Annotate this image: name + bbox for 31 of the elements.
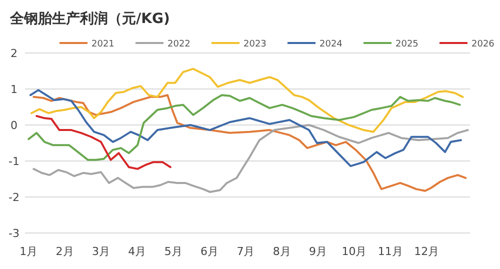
x-tick-label: 2月 (56, 245, 74, 258)
x-tick-label: 10月 (342, 245, 367, 258)
x-tick-label: 3月 (92, 245, 110, 258)
x-tick-label: 12月 (414, 245, 440, 258)
x-tick-label: 5月 (164, 245, 182, 258)
y-tick-label: -2 (8, 191, 20, 204)
y-tick-label: -3 (8, 227, 20, 240)
x-tick-label: 8月 (272, 245, 291, 258)
x-tick-label: 9月 (309, 245, 328, 258)
y-tick-label: 1 (10, 83, 18, 96)
x-tick-label: 11月 (378, 245, 403, 258)
x-tick-label: 4月 (128, 245, 146, 258)
legend-label: 2026 (472, 40, 495, 50)
line-series (29, 89, 462, 168)
x-tick-label: 7月 (236, 245, 255, 258)
line-series (32, 124, 469, 193)
y-tick-label: 2 (10, 47, 18, 60)
x-tick-label: 6月 (200, 245, 219, 258)
line-series (36, 115, 172, 170)
chart-title: 全钢胎生产利润（元/KG) (9, 10, 170, 27)
legend-label: 2021 (92, 40, 114, 50)
legend-label: 2025 (396, 40, 418, 50)
y-tick-label: -1 (8, 155, 20, 168)
line-series (32, 94, 467, 192)
y-tick-label: 0 (10, 119, 18, 132)
line-series (28, 94, 461, 161)
line-series (30, 68, 464, 133)
legend-label: 2022 (168, 40, 190, 50)
legend-label: 2023 (244, 40, 266, 50)
legend-label: 2024 (320, 40, 343, 50)
x-tick-label: 1月 (20, 245, 38, 258)
